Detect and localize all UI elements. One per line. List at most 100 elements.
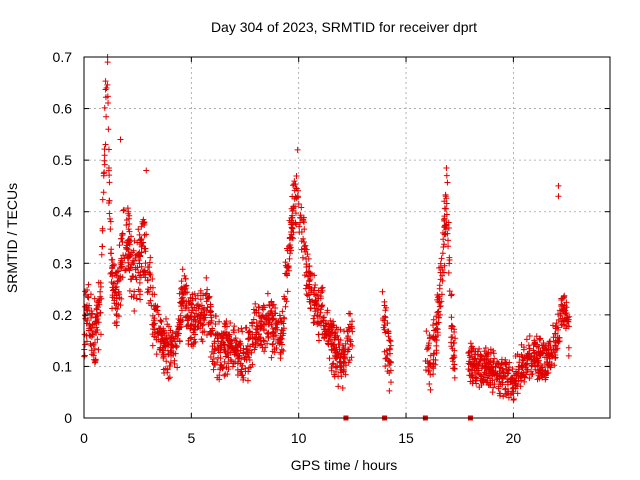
data-point bbox=[299, 254, 306, 261]
data-point bbox=[147, 297, 154, 304]
data-point bbox=[558, 301, 565, 308]
data-point bbox=[132, 264, 139, 271]
data-point bbox=[505, 394, 512, 401]
data-point bbox=[289, 193, 296, 200]
data-point bbox=[101, 104, 108, 111]
data-point bbox=[111, 280, 118, 287]
data-point bbox=[476, 345, 483, 352]
data-point bbox=[334, 363, 341, 370]
data-point bbox=[326, 355, 333, 362]
data-point bbox=[555, 182, 562, 189]
data-point bbox=[325, 338, 332, 345]
data-point bbox=[430, 371, 437, 378]
x-axis-label: GPS time / hours bbox=[291, 457, 398, 473]
data-point bbox=[561, 302, 568, 309]
data-point bbox=[118, 235, 125, 242]
data-point bbox=[423, 328, 430, 335]
data-point bbox=[313, 299, 320, 306]
data-point bbox=[433, 342, 440, 349]
data-point bbox=[106, 179, 113, 186]
data-point bbox=[83, 307, 90, 314]
data-point bbox=[285, 243, 292, 250]
data-point bbox=[381, 348, 388, 355]
data-point bbox=[185, 341, 192, 348]
data-point bbox=[104, 81, 111, 88]
data-point bbox=[158, 318, 165, 325]
data-point bbox=[93, 317, 100, 324]
y-tick-label: 0.1 bbox=[53, 358, 73, 374]
data-point bbox=[151, 329, 158, 336]
data-point bbox=[99, 225, 106, 232]
data-point bbox=[345, 324, 352, 331]
data-point bbox=[101, 157, 108, 164]
data-point bbox=[123, 244, 130, 251]
data-point bbox=[257, 318, 264, 325]
data-point bbox=[434, 309, 441, 316]
data-point bbox=[165, 375, 172, 382]
data-point bbox=[188, 301, 195, 308]
data-point bbox=[102, 78, 109, 85]
data-point bbox=[272, 304, 279, 311]
data-point bbox=[517, 373, 524, 380]
data-point bbox=[504, 370, 511, 377]
data-point bbox=[191, 290, 198, 297]
data-point bbox=[493, 376, 500, 383]
data-point bbox=[533, 333, 540, 340]
data-point bbox=[272, 310, 279, 317]
data-point bbox=[440, 236, 447, 243]
data-point bbox=[296, 223, 303, 230]
data-point bbox=[100, 170, 107, 177]
data-point bbox=[157, 325, 164, 332]
data-point bbox=[178, 303, 185, 310]
data-point bbox=[449, 358, 456, 365]
data-point bbox=[346, 321, 353, 328]
data-point bbox=[478, 353, 485, 360]
data-point bbox=[98, 251, 105, 258]
data-point bbox=[187, 335, 194, 342]
data-point bbox=[477, 371, 484, 378]
data-point bbox=[348, 354, 355, 361]
data-point bbox=[92, 358, 99, 365]
data-point bbox=[446, 254, 453, 261]
data-point bbox=[155, 336, 162, 343]
data-point bbox=[293, 221, 300, 228]
data-point bbox=[501, 360, 508, 367]
data-point bbox=[503, 366, 510, 373]
data-point bbox=[346, 327, 353, 334]
data-point bbox=[101, 152, 108, 159]
data-point bbox=[248, 349, 255, 356]
data-point bbox=[439, 229, 446, 236]
data-point bbox=[198, 311, 205, 318]
data-point bbox=[497, 381, 504, 388]
data-point bbox=[489, 377, 496, 384]
data-point bbox=[136, 260, 143, 267]
data-point bbox=[105, 126, 112, 133]
data-point bbox=[220, 334, 227, 341]
data-point bbox=[289, 182, 296, 189]
data-point bbox=[160, 327, 167, 334]
data-point bbox=[469, 356, 476, 363]
y-tick-label: 0 bbox=[64, 410, 72, 426]
data-point bbox=[143, 167, 150, 174]
data-point bbox=[89, 310, 96, 317]
data-point bbox=[163, 315, 170, 322]
data-point bbox=[83, 338, 90, 345]
data-point bbox=[545, 362, 552, 369]
data-point bbox=[197, 287, 204, 294]
data-point bbox=[477, 377, 484, 384]
data-point bbox=[565, 352, 572, 359]
grid-layer bbox=[84, 57, 610, 418]
data-point bbox=[211, 361, 218, 368]
data-point bbox=[524, 366, 531, 373]
data-point bbox=[270, 301, 277, 308]
data-point bbox=[437, 260, 444, 267]
data-point bbox=[541, 345, 548, 352]
data-point bbox=[242, 365, 249, 372]
data-point bbox=[271, 349, 278, 356]
y-tick-label: 0.2 bbox=[53, 307, 73, 323]
data-point bbox=[179, 266, 186, 273]
data-point bbox=[221, 323, 228, 330]
data-point bbox=[509, 366, 516, 373]
data-point bbox=[149, 342, 156, 349]
